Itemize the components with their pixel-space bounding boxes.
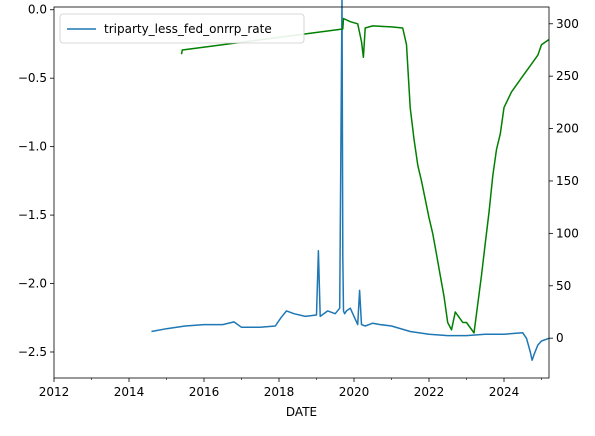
y-right-tick-label: 50 [556, 279, 571, 293]
y-left-tick-label: −2.0 [18, 277, 47, 291]
x-tick-label: 2012 [39, 385, 70, 399]
legend-box [59, 13, 305, 44]
x-tick-label: 2018 [264, 385, 295, 399]
y-left-tick-label: −0.5 [18, 71, 47, 85]
y-right-tick-label: 200 [556, 122, 579, 136]
axes-frame [53, 6, 550, 379]
y-right-tick-label: 150 [556, 174, 579, 188]
axes-layer: 2012 2014 2016 2018 2020 2022 2024 0.0 −0.5 −1.0 −… [18, 3, 579, 419]
y-right-tick-label: 300 [556, 17, 579, 31]
x-tick-label: 2016 [189, 385, 220, 399]
x-tick-label: 2022 [414, 385, 445, 399]
y-left-tick-label: −1.5 [18, 208, 47, 222]
series-layer [151, 0, 550, 361]
y-right-tick-label: 250 [556, 69, 579, 83]
legend: triparty_less_fed_onrrp_rate [59, 13, 305, 44]
y-right-tick-label: 0 [556, 331, 564, 345]
x-tick-label: 2024 [489, 385, 520, 399]
series-line-1 [151, 0, 550, 361]
y-left-tick-label: 0.0 [28, 3, 47, 17]
y-left-tick-label: −1.0 [18, 140, 47, 154]
legend-label: triparty_less_fed_onrrp_rate [104, 22, 272, 36]
y-left-tick-label: −2.5 [18, 345, 47, 359]
x-tick-label: 2020 [339, 385, 370, 399]
y-right-tick-label: 100 [556, 226, 579, 240]
x-axis-label: DATE [286, 405, 317, 419]
series-line-2 [180, 17, 550, 334]
x-tick-label: 2014 [114, 385, 145, 399]
